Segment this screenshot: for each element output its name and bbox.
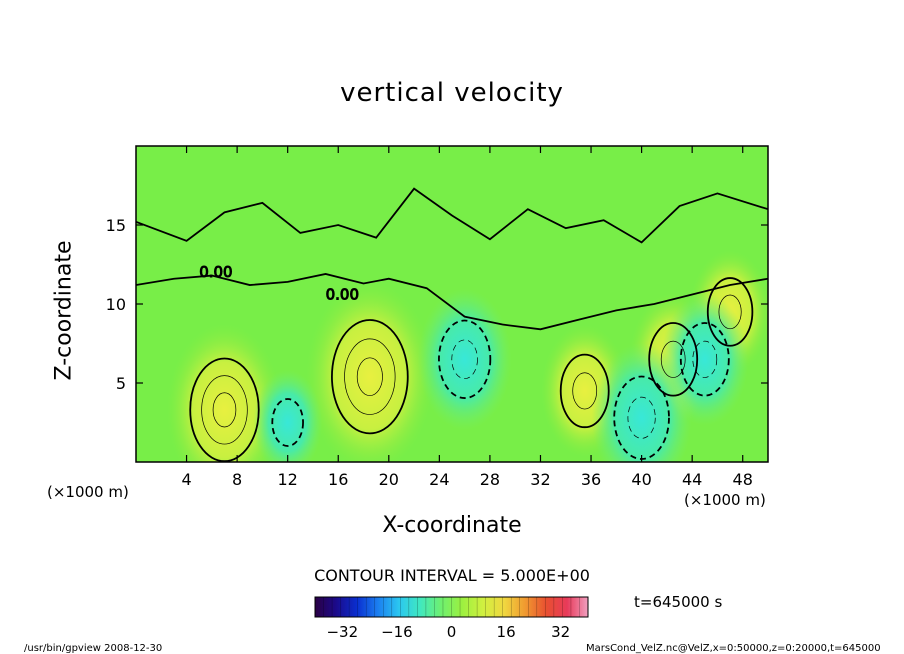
colorbar-tick-16: 16: [497, 623, 516, 641]
contour-ring-6-1: [627, 396, 656, 439]
contour-ring-5-1: [451, 339, 478, 380]
time-label: t=645000 s: [634, 593, 723, 611]
footer-right: MarsCond_VelZ.nc@VelZ,x=0:50000,z=0:2000…: [586, 643, 881, 654]
x-tick-label-20: 20: [379, 470, 399, 489]
chart-title: vertical velocity: [340, 78, 564, 108]
feature-downdraft-8: [253, 369, 323, 462]
y-axis-label: Z-coordinate: [51, 240, 77, 381]
x-tick-label-24: 24: [429, 470, 449, 489]
feature-downdraft-5: [417, 288, 512, 430]
contour-ring-7-1: [692, 340, 718, 378]
colorbar-tick--16: −16: [381, 623, 413, 641]
feature-downdraft-7: [661, 293, 749, 426]
x-tick-label-4: 4: [181, 470, 191, 489]
x-tick-label-8: 8: [232, 470, 242, 489]
x-tick-label-36: 36: [581, 470, 601, 489]
contour-label-1: 0.00: [326, 285, 359, 303]
x-tick-label-48: 48: [733, 470, 753, 489]
zero-contour-line: [136, 273, 768, 331]
contour-ring-1-3: [331, 319, 409, 435]
contour-ring-4-2: [706, 277, 754, 347]
y-tick-label-15: 15: [106, 216, 126, 235]
contour-ring-0-2: [201, 375, 248, 445]
colorbar-tick-0: 0: [447, 623, 457, 641]
contour-ring-3-1: [660, 340, 686, 378]
x-tick-label-40: 40: [631, 470, 651, 489]
contour-ring-2-2: [559, 353, 610, 429]
feature-updraft-1: [306, 281, 434, 462]
contour-ring-0-1: [212, 392, 237, 428]
contour-ring-0-3: [189, 357, 260, 462]
y-tick-label-10: 10: [106, 295, 126, 314]
contour-ring-4-1: [718, 294, 742, 330]
x-tick-label-28: 28: [480, 470, 500, 489]
x-axis-label: X-coordinate: [382, 513, 522, 538]
x-tick-label-32: 32: [530, 470, 550, 489]
contour-ring-3-2: [648, 322, 699, 397]
contour-ring-1-2: [344, 338, 396, 415]
contour-ring-5-2: [438, 319, 492, 399]
upper-contour-line: [136, 187, 768, 244]
contour-interval-text: CONTOUR INTERVAL = 5.000E+00: [314, 566, 590, 585]
x-unit-right: (×1000 m): [684, 491, 766, 509]
x-tick-label-16: 16: [328, 470, 348, 489]
colorbar-tick--32: −32: [326, 623, 358, 641]
y-tick-label-5: 5: [116, 374, 126, 393]
contour-ring-8-1: [271, 398, 304, 447]
contour-ring-2-1: [572, 372, 598, 410]
colorbar-tick-32: 32: [551, 623, 570, 641]
x-tick-label-44: 44: [682, 470, 702, 489]
contour-ring-1-1: [356, 357, 383, 396]
contour-ring-7-2: [679, 322, 730, 397]
footer-left: /usr/bin/gpview 2008-12-30: [24, 643, 163, 654]
x-tick-label-12: 12: [278, 470, 298, 489]
x-unit-left: (×1000 m): [47, 483, 129, 501]
contour-label-0: 0.00: [199, 263, 232, 281]
